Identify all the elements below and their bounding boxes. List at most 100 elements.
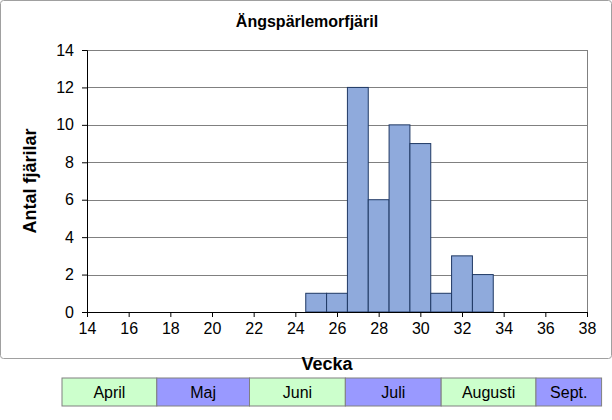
month-label: Juni [283,384,312,401]
x-tick-mark [587,312,588,317]
x-tick: 26 [329,312,347,337]
month-label: Augusti [462,384,515,401]
y-tick: 14 [56,42,87,59]
x-axis-title: Vecka [301,354,353,374]
y-axis: 0 2 4 6 8 10 12 14 [56,42,87,321]
x-tick: 24 [287,312,305,337]
x-tick-mark [504,312,505,317]
x-tick-mark [129,312,130,317]
x-tick-label: 30 [412,320,430,337]
x-axis-line [88,313,588,318]
grid-line [87,162,587,163]
y-tick-mark [82,50,87,51]
grid-line [87,275,587,276]
title: Ängspärlemorfjäril [236,13,378,30]
grid-line [87,200,587,201]
y-tick-mark [82,200,87,201]
y-tick-label: 2 [65,266,74,283]
y-tick: 2 [65,266,87,283]
x-tick-mark [212,312,213,317]
y-tick-label: 6 [65,191,74,208]
month-label: April [93,384,125,401]
y-tick-mark [82,87,87,88]
y-tick-label: 0 [65,304,74,321]
y-tick-mark [82,162,87,163]
x-tick: 28 [370,312,388,337]
x-tick-label: 36 [537,320,555,337]
month-band [157,378,250,406]
y-tick-mark [82,312,87,313]
y-tick: 4 [65,229,87,246]
month-band [441,378,536,406]
month-strip: April Maj Juni Juli Augusti Sept. [62,378,602,406]
grid-line [87,237,587,238]
x-tick-label: 26 [329,320,347,337]
bar [431,293,452,312]
bar [410,144,431,312]
bar [347,87,368,312]
y-tick: 8 [65,154,87,171]
x-tick-label: 22 [245,320,263,337]
y-tick: 0 [65,304,87,321]
y-tick-mark [82,125,87,126]
x-tick-label: 28 [370,320,388,337]
month-band [62,378,157,406]
x-tick: 18 [162,312,180,337]
y-tick-mark [82,237,87,238]
y-tick-label: 8 [65,154,74,171]
y-tick-label: 12 [56,79,74,96]
x-tick: 34 [495,312,513,337]
x-tick: 30 [412,312,430,337]
bar [327,293,348,312]
month-label: Maj [190,384,216,401]
x-tick: 16 [120,312,138,337]
bar [472,275,493,312]
bar [452,256,473,312]
x-tick-mark [170,312,171,317]
x-tick-mark [295,312,296,317]
plot-area [87,50,587,312]
x-tick: 38 [579,312,597,337]
x-tick: 22 [245,312,263,337]
bar [389,125,410,312]
chart-frame [1,1,612,359]
y-tick: 6 [65,191,87,208]
grid-line [87,87,587,88]
x-tick-mark [379,312,380,317]
plot-frame [88,51,588,313]
y-tick: 10 [56,116,87,133]
y-axis-line [82,51,88,313]
x-tick-label: 34 [495,320,513,337]
y-tick-label: 14 [56,42,74,59]
grid-line [87,125,587,126]
x-tick-mark [545,312,546,317]
x-tick-label: 16 [120,320,138,337]
x-tick: 20 [204,312,222,337]
x-axis: 14 16 18 20 22 24 26 28 30 32 34 36 38 [79,312,597,337]
bars [306,87,494,312]
month-band [536,378,602,406]
month-label: Juli [381,384,405,401]
chart: 1416182022242628303234363802468101214Äng… [0,0,612,420]
x-tick-label: 24 [287,320,305,337]
x-tick: 36 [537,312,555,337]
y-tick-label: 10 [56,116,74,133]
y-tick-label: 4 [65,229,74,246]
x-tick-mark [254,312,255,317]
x-tick: 32 [454,312,472,337]
y-tick: 12 [56,79,87,96]
month-band [250,378,346,406]
month-label: Sept. [550,384,587,401]
bar [306,293,327,312]
x-tick-label: 14 [79,320,97,337]
x-tick-label: 32 [454,320,472,337]
x-tick: 14 [79,312,97,337]
x-tick-label: 18 [162,320,180,337]
x-tick-mark [337,312,338,317]
x-tick-mark [462,312,463,317]
x-tick-mark [420,312,421,317]
bar [368,200,389,312]
x-tick-label: 38 [579,320,597,337]
y-tick-mark [82,275,87,276]
x-tick-label: 20 [204,320,222,337]
